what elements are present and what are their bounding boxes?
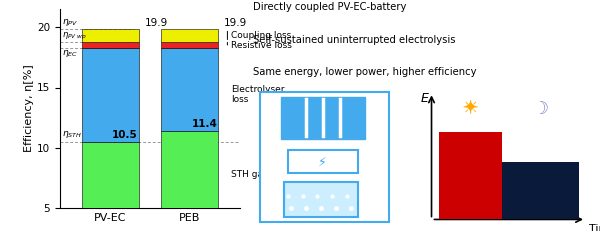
Bar (284, 182, 358, 217)
Bar (82, 42, 139, 48)
Text: ☀: ☀ (461, 99, 479, 118)
Text: ☽: ☽ (532, 100, 548, 118)
Text: $\eta_{EC}$: $\eta_{EC}$ (62, 48, 78, 59)
FancyBboxPatch shape (287, 150, 358, 173)
Bar (439, 132, 502, 219)
Bar (161, 48, 218, 131)
Bar (82, 142, 139, 208)
Text: 11.4: 11.4 (191, 119, 217, 129)
Text: Time: Time (589, 224, 600, 231)
Text: E: E (421, 92, 428, 105)
Text: $\eta_{PV}$: $\eta_{PV}$ (62, 17, 78, 28)
Text: Directly coupled PV-EC-battery: Directly coupled PV-EC-battery (253, 2, 406, 12)
Bar (82, 28, 139, 42)
Text: STH gain: STH gain (231, 170, 271, 179)
Text: Coupling loss: Coupling loss (231, 31, 291, 40)
Text: Resistive loss: Resistive loss (231, 41, 292, 50)
Bar (161, 131, 218, 208)
Text: Same energy, lower power, higher efficiency: Same energy, lower power, higher efficie… (253, 67, 476, 77)
Text: 19.9: 19.9 (224, 18, 247, 28)
Y-axis label: Efficiency, η[%]: Efficiency, η[%] (24, 65, 34, 152)
Bar (502, 162, 579, 219)
Bar (161, 28, 218, 42)
Text: ✦: ✦ (463, 100, 478, 118)
Text: 19.9: 19.9 (145, 18, 168, 28)
Bar (161, 42, 218, 48)
Text: 10.5: 10.5 (112, 130, 138, 140)
Text: $\eta_{PV\ wp}$: $\eta_{PV\ wp}$ (62, 31, 87, 42)
Text: Self-sustained uninterrupted electrolysis: Self-sustained uninterrupted electrolysi… (253, 35, 455, 45)
Bar (281, 97, 365, 139)
Bar (82, 48, 139, 142)
Text: Electrolyser
loss: Electrolyser loss (231, 85, 284, 104)
Text: $\eta_{STH}$: $\eta_{STH}$ (62, 129, 82, 140)
Text: ⚡: ⚡ (319, 155, 327, 168)
FancyBboxPatch shape (260, 92, 389, 222)
